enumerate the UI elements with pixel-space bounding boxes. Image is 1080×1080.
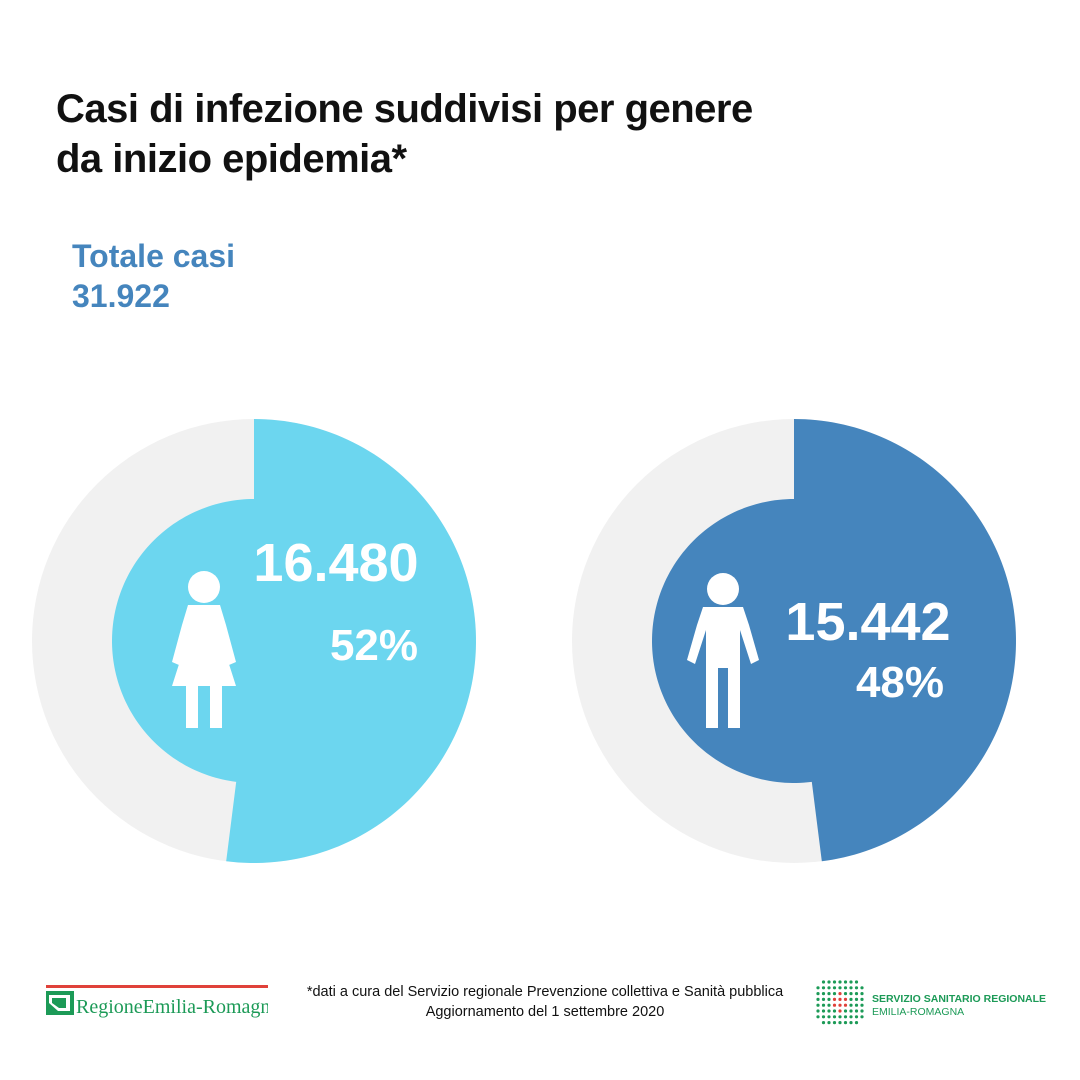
logo-dot	[843, 1021, 848, 1025]
logo-dot	[838, 997, 842, 1001]
logo-dot	[821, 992, 826, 996]
logo-dot	[849, 980, 853, 984]
logo-dot	[838, 980, 842, 984]
logo-dot	[838, 1003, 842, 1007]
logo-dot	[821, 1021, 826, 1025]
logo-dot	[821, 1015, 826, 1019]
logo-dot	[843, 992, 848, 996]
logo-dot	[827, 997, 831, 1001]
logo-dot	[854, 1015, 859, 1019]
logo-dot	[838, 986, 842, 990]
female-figure-icon	[172, 571, 236, 728]
logo-dot	[827, 1021, 831, 1025]
male-cases-value: 15.442	[785, 592, 950, 652]
logo-dot	[843, 1009, 848, 1013]
logo-dot	[854, 992, 859, 996]
logo-dot	[816, 1009, 820, 1013]
logo-dot	[843, 997, 848, 1001]
female-cases-value: 16.480	[253, 533, 418, 593]
title-line-2: da inizio epidemia*	[56, 137, 407, 181]
servizio-sanitario-logo	[814, 978, 1054, 1028]
logo-dot	[843, 1015, 848, 1019]
footer-note: *dati a cura del Servizio regionale Prev…	[290, 982, 800, 1022]
logo-dot	[816, 1015, 820, 1019]
logo-dot	[849, 1015, 853, 1019]
logo-dot	[854, 1003, 859, 1007]
right-logo-line-1: SERVIZIO SANITARIO REGIONALE	[872, 993, 1047, 1005]
logo-dot	[860, 1009, 864, 1013]
logo-dot	[860, 1003, 864, 1007]
page-title: Casi di infezione suddivisi per genere d…	[56, 84, 956, 184]
total-cases-value: 31.922	[72, 278, 170, 314]
female-chart: 16.480 52%	[32, 419, 476, 863]
logo-dot	[854, 986, 859, 990]
logo-dot	[827, 1003, 831, 1007]
logo-dot	[816, 1003, 820, 1007]
logo-dot	[843, 986, 848, 990]
logo-dot	[860, 992, 864, 996]
logo-dot	[860, 1015, 864, 1019]
logo-dot	[832, 997, 837, 1001]
logo-dot	[838, 1009, 842, 1013]
right-logo-line-2: EMILIA-ROMAGNA	[872, 1006, 965, 1018]
logo-dot	[832, 1009, 837, 1013]
logo-dot	[854, 1021, 859, 1025]
male-figure-icon	[687, 573, 759, 728]
logo-dot	[827, 986, 831, 990]
logo-dot	[849, 997, 853, 1001]
logo-dot	[854, 1009, 859, 1013]
female-cases-slice	[112, 419, 476, 863]
male-cases-percent: 48%	[856, 658, 944, 707]
logo-dot	[849, 1021, 853, 1025]
male-chart: 15.442 48%	[572, 419, 1016, 863]
regione-emilia-romagna-logo: RegioneEmilia-Romagna	[46, 985, 279, 1019]
logo-dot	[854, 997, 859, 1001]
logo-dot	[832, 986, 837, 990]
footer-note-line-2: Aggiornamento del 1 settembre 2020	[425, 1004, 665, 1020]
logo-dot	[832, 1015, 837, 1019]
logo-dot	[832, 992, 837, 996]
logo-dot	[821, 986, 826, 990]
logo-dot	[816, 997, 820, 1001]
footer-note-line-1: *dati a cura del Servizio regionale Prev…	[306, 984, 784, 1000]
logo-dot	[827, 1015, 831, 1019]
logo-dot	[860, 986, 864, 990]
logo-dot	[827, 980, 831, 984]
logo-dot	[843, 1003, 848, 1007]
servizio-sanitario-text: SERVIZIO SANITARIO REGIONALE EMILIA-ROMA…	[872, 993, 1046, 1019]
logo-dot	[821, 1003, 826, 1007]
logo-dot	[832, 1003, 837, 1007]
logo-dot	[821, 980, 826, 984]
total-cases: Totale casi 31.922	[72, 236, 235, 316]
logo-dot	[816, 986, 820, 990]
logo-dot	[849, 1003, 853, 1007]
logo-dot	[849, 1009, 853, 1013]
logo-dot	[821, 1009, 826, 1013]
logo-dot	[843, 980, 848, 984]
logo-dot	[854, 980, 859, 984]
logo-dot	[838, 1021, 842, 1025]
total-cases-label: Totale casi	[72, 238, 236, 274]
logo-dot	[821, 997, 826, 1001]
logo-dot	[849, 992, 853, 996]
logo-dot	[827, 1009, 831, 1013]
male-cases-slice	[652, 419, 1016, 862]
dot-grid-mark	[816, 980, 864, 1025]
title-line-1: Casi di infezione suddivisi per genere	[56, 87, 753, 131]
logo-dot	[838, 992, 842, 996]
logo-dot	[849, 986, 853, 990]
left-logo-text: RegioneEmilia-Romagna	[76, 996, 268, 1018]
logo-dot	[816, 992, 820, 996]
female-cases-percent: 52%	[330, 621, 418, 670]
logo-dot	[832, 980, 837, 984]
logo-dot	[832, 1021, 837, 1025]
logo-dot	[827, 992, 831, 996]
logo-dot	[838, 1015, 842, 1019]
logo-dot	[860, 997, 864, 1001]
